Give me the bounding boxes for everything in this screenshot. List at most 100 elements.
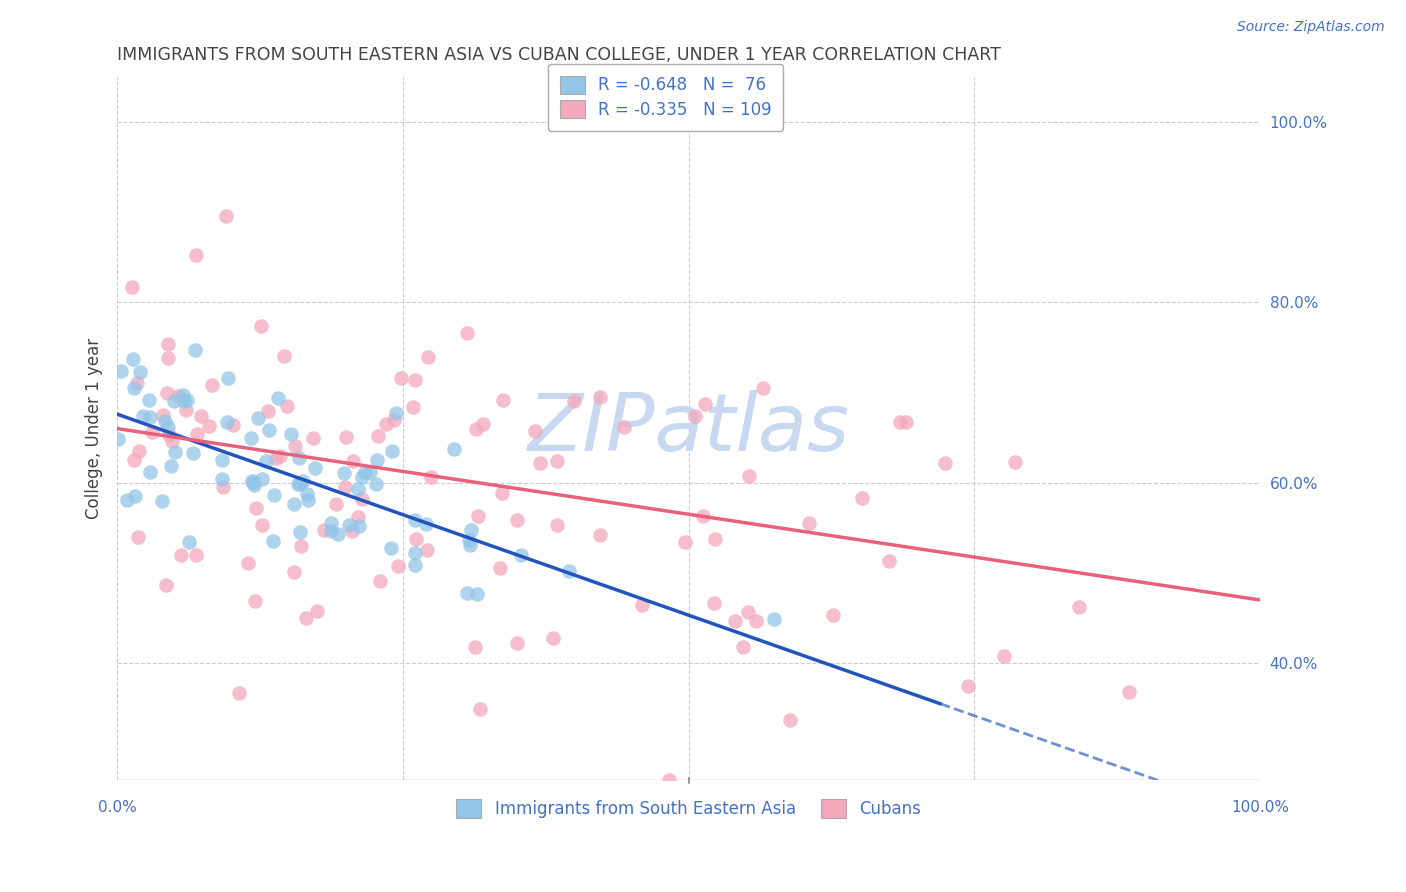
Point	[350, 470, 373, 484]
Point	[269, 449, 291, 463]
Point	[162, 434, 184, 448]
Point	[127, 376, 149, 390]
Point	[132, 409, 155, 424]
Point	[673, 535, 696, 549]
Point	[163, 394, 186, 409]
Point	[342, 454, 364, 468]
Point	[375, 417, 398, 431]
Point	[122, 453, 145, 467]
Point	[246, 411, 269, 425]
Point	[763, 611, 786, 625]
Point	[245, 593, 267, 607]
Point	[115, 492, 138, 507]
Point	[163, 445, 186, 459]
Point	[993, 649, 1015, 664]
Point	[287, 476, 309, 491]
Point	[380, 541, 402, 555]
Point	[364, 477, 387, 491]
Point	[288, 451, 311, 466]
Point	[301, 432, 323, 446]
Point	[416, 543, 439, 558]
Point	[389, 371, 412, 385]
Point	[1118, 685, 1140, 699]
Point	[295, 611, 318, 625]
Point	[404, 373, 426, 387]
Point	[122, 352, 145, 367]
Point	[416, 350, 439, 364]
Point	[489, 561, 512, 575]
Point	[458, 538, 481, 552]
Point	[141, 425, 163, 440]
Point	[297, 486, 319, 500]
Point	[337, 518, 360, 533]
Point	[419, 470, 441, 484]
Text: IMMIGRANTS FROM SOUTH EASTERN ASIA VS CUBAN COLLEGE, UNDER 1 YEAR CORRELATION CH: IMMIGRANTS FROM SOUTH EASTERN ASIA VS CU…	[117, 46, 1001, 64]
Point	[957, 680, 980, 694]
Point	[546, 518, 568, 533]
Point	[745, 614, 768, 628]
Point	[138, 392, 160, 407]
Point	[121, 279, 143, 293]
Point	[280, 426, 302, 441]
Point	[243, 477, 266, 491]
Point	[179, 535, 201, 549]
Point	[257, 404, 280, 418]
Text: Source: ZipAtlas.com: Source: ZipAtlas.com	[1237, 20, 1385, 34]
Point	[156, 386, 179, 401]
Point	[346, 482, 368, 496]
Point	[228, 685, 250, 699]
Point	[254, 454, 277, 468]
Point	[731, 640, 754, 655]
Point	[283, 565, 305, 579]
Point	[353, 465, 375, 479]
Point	[737, 605, 759, 619]
Legend: Immigrants from South Eastern Asia, Cubans: Immigrants from South Eastern Asia, Cuba…	[450, 793, 928, 825]
Text: 100.0%: 100.0%	[1232, 800, 1289, 815]
Point	[889, 415, 911, 429]
Point	[546, 454, 568, 468]
Point	[201, 377, 224, 392]
Point	[155, 578, 177, 592]
Text: 0.0%: 0.0%	[98, 800, 136, 815]
Point	[613, 420, 636, 434]
Point	[325, 497, 347, 511]
Point	[524, 424, 547, 438]
Point	[263, 488, 285, 502]
Point	[242, 475, 264, 489]
Point	[184, 549, 207, 563]
Point	[288, 524, 311, 539]
Point	[239, 431, 262, 445]
Point	[465, 587, 488, 601]
Point	[367, 429, 389, 443]
Point	[222, 417, 245, 432]
Point	[127, 530, 149, 544]
Point	[245, 500, 267, 515]
Point	[529, 456, 551, 470]
Point	[340, 524, 363, 538]
Point	[402, 400, 425, 414]
Point	[703, 532, 725, 546]
Point	[159, 428, 181, 442]
Point	[562, 394, 585, 409]
Point	[821, 607, 844, 622]
Point	[443, 442, 465, 457]
Point	[631, 598, 654, 612]
Point	[236, 556, 259, 570]
Point	[215, 209, 238, 223]
Point	[460, 523, 482, 537]
Point	[181, 446, 204, 460]
Point	[779, 714, 801, 728]
Point	[263, 533, 285, 548]
Point	[506, 636, 529, 650]
Point	[366, 452, 388, 467]
Point	[335, 480, 357, 494]
Point	[589, 390, 612, 404]
Point	[404, 558, 426, 572]
Point	[326, 527, 349, 541]
Point	[176, 392, 198, 407]
Point	[184, 248, 207, 262]
Point	[283, 497, 305, 511]
Point	[658, 773, 681, 788]
Point	[250, 319, 273, 334]
Y-axis label: College, Under 1 year: College, Under 1 year	[86, 338, 103, 519]
